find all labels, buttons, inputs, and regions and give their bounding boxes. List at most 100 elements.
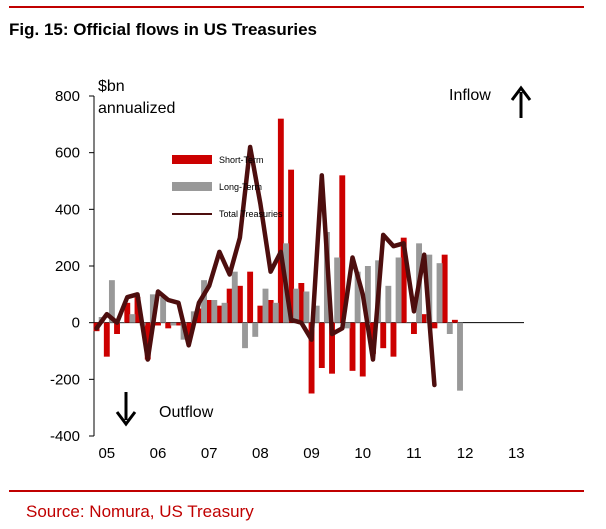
short-term-bar [124, 302, 131, 323]
total-treasuries-point [238, 236, 242, 240]
short-term-bar [144, 322, 151, 360]
short-term-bar [247, 271, 254, 323]
x-tick-label: 08 [252, 445, 269, 462]
short-term-bar [451, 319, 458, 323]
total-treasuries-point [391, 244, 395, 248]
total-treasuries-point [310, 338, 314, 342]
short-term-bar [206, 300, 213, 323]
short-term-bar [185, 322, 192, 340]
total-treasuries-point [351, 256, 355, 259]
x-tick-label: 05 [98, 445, 115, 462]
total-treasuries-point [187, 343, 191, 347]
short-term-bar [431, 322, 438, 329]
long-term-bar [211, 300, 218, 323]
total-treasuries-point [299, 321, 303, 325]
long-term-bar [426, 254, 433, 323]
short-term-bar [216, 305, 223, 323]
total-treasuries-point [156, 290, 160, 293]
total-treasuries-point [258, 202, 262, 206]
total-treasuries-point [166, 298, 170, 302]
total-treasuries-point [197, 301, 201, 305]
legend-total-treasuries-label: Total Treasuries [219, 209, 283, 219]
total-treasuries-point [381, 233, 385, 237]
long-term-bar [293, 288, 300, 323]
long-term-bar [344, 322, 351, 329]
long-term-bar [160, 297, 167, 323]
legend-long-term-label: Long-Term [219, 182, 262, 192]
total-treasuries-point [412, 309, 416, 313]
short-term-bar [155, 322, 161, 326]
long-term-bar [231, 271, 238, 323]
short-term-bar [267, 300, 274, 323]
x-tick-label: 10 [354, 445, 371, 462]
total-treasuries-point [361, 292, 365, 296]
short-term-bar [134, 297, 141, 323]
total-treasuries-point [248, 145, 252, 149]
total-treasuries-point [279, 250, 283, 254]
short-term-bar [103, 322, 110, 357]
x-tick-label: 12 [457, 445, 474, 462]
y-tick-label: -400 [50, 428, 80, 445]
long-term-bar [303, 291, 310, 323]
long-term-bar [129, 314, 136, 323]
total-treasuries-point [320, 173, 324, 177]
long-term-bar [262, 288, 269, 323]
title-top-rule [9, 6, 584, 8]
short-term-bar [277, 118, 284, 323]
total-treasuries-line [94, 144, 437, 388]
short-term-bar [421, 314, 428, 323]
long-term-bar [457, 322, 463, 391]
short-term-bar [226, 288, 233, 323]
long-term-bar [395, 257, 402, 323]
long-term-bar [149, 294, 156, 323]
long-term-bar [242, 322, 248, 349]
y-tick-label: 400 [55, 201, 80, 218]
legend-short-term-swatch [172, 155, 212, 164]
y-tick-label: -200 [50, 371, 80, 388]
short-term-bar [114, 322, 120, 334]
total-treasuries-point [217, 250, 221, 254]
outflow-arrowhead-icon [115, 411, 137, 427]
short-term-bar [318, 322, 325, 368]
total-treasuries-point [176, 301, 180, 305]
y-axis-label: $bn [98, 78, 125, 95]
total-treasuries-point [269, 270, 273, 274]
inflow-arrowhead-icon [510, 85, 532, 101]
short-term-bar [236, 285, 243, 323]
long-term-bar [385, 285, 392, 323]
total-treasuries-point [432, 383, 436, 387]
short-term-bar [441, 254, 448, 323]
long-term-bar [272, 302, 279, 323]
y-tick-label: 600 [55, 145, 80, 162]
legend-short-term-label: Short-Term [219, 155, 264, 165]
short-term-bar [410, 322, 417, 334]
y-axis-label: annualized [98, 100, 175, 117]
source-note: Source: Nomura, US Treasury [26, 502, 254, 521]
long-term-bar [446, 322, 453, 334]
x-tick-label: 06 [150, 445, 167, 462]
long-term-bar [170, 322, 177, 326]
x-tick-label: 13 [508, 445, 525, 462]
total-treasuries-point [146, 358, 150, 361]
long-term-bar [405, 322, 412, 324]
long-term-bar [221, 302, 228, 323]
legend-long-term-swatch [172, 182, 212, 191]
total-treasuries-point [289, 318, 293, 322]
total-treasuries-point [207, 284, 211, 288]
total-treasuries-point [136, 292, 140, 296]
short-term-bar [298, 283, 305, 323]
short-term-bar [349, 322, 356, 371]
source-rule [9, 490, 584, 492]
long-term-bar [252, 322, 259, 337]
total-treasuries-point [105, 312, 109, 316]
short-term-bar [359, 322, 366, 377]
x-tick-label: 09 [303, 445, 320, 462]
total-treasuries-point [330, 332, 334, 336]
total-treasuries-point [422, 253, 426, 257]
long-term-bar [436, 263, 443, 323]
total-treasuries-point [125, 295, 129, 299]
long-term-bar [108, 280, 115, 323]
long-term-bar [313, 305, 320, 323]
y-tick-label: 800 [55, 88, 80, 105]
